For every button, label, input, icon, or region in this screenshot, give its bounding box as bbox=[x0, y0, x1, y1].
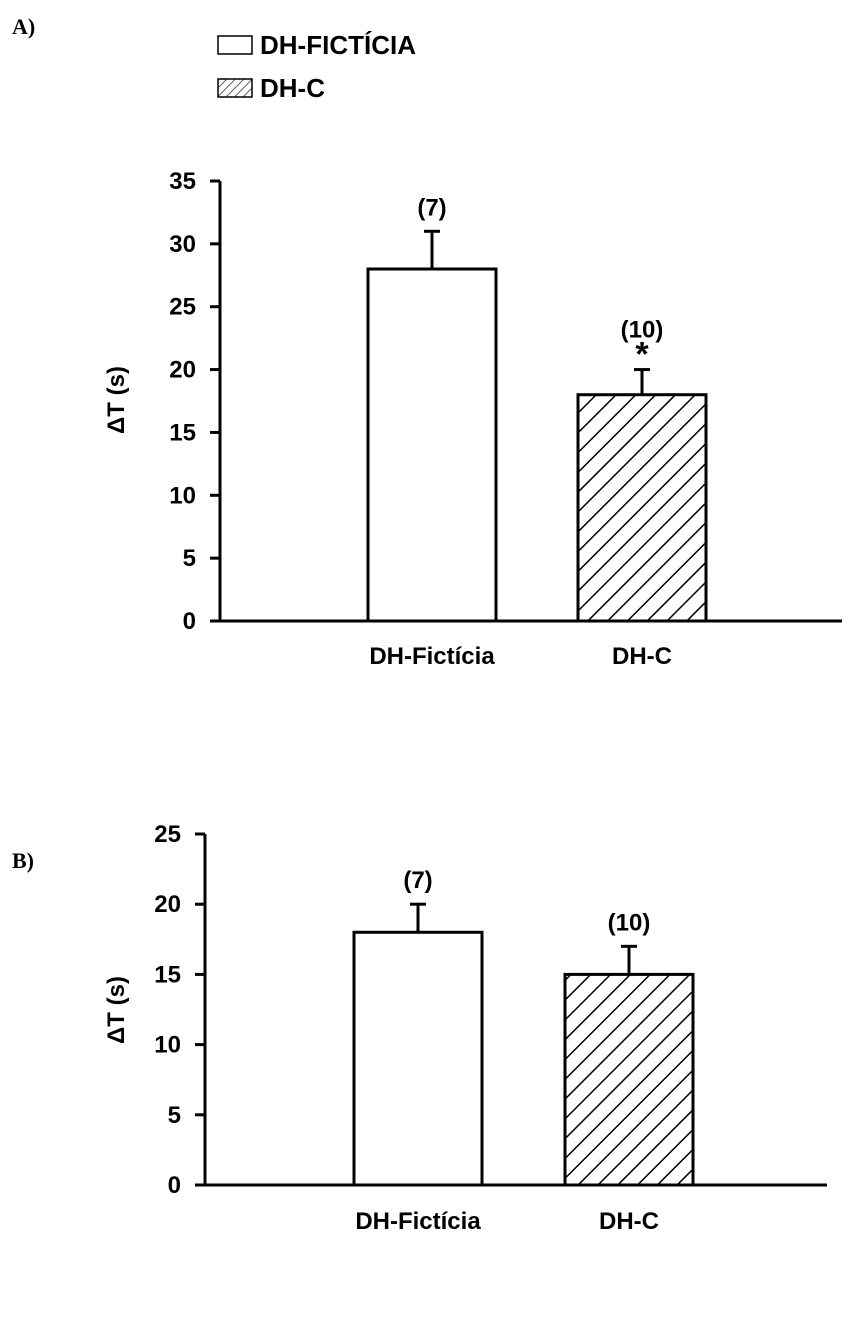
x-tick-label-2: DH-C bbox=[599, 1208, 659, 1235]
significance-mark-2: * bbox=[635, 336, 649, 374]
legend-entry-solid: DH-FICTÍCIA bbox=[217, 30, 416, 60]
y-tick-label: 10 bbox=[169, 482, 196, 509]
panel-label-b: B) bbox=[12, 848, 34, 873]
y-tick-label: 0 bbox=[183, 608, 196, 635]
n-label-1: (7) bbox=[417, 194, 446, 221]
y-tick-label: 5 bbox=[168, 1102, 181, 1129]
y-tick-label: 35 bbox=[169, 168, 196, 195]
y-tick-label: 0 bbox=[168, 1172, 181, 1199]
chart-panel-b: B) ΔT (s) (7) DH-Fictícia (10) DH-C 0 5 10 15 20… bbox=[12, 821, 827, 1235]
x-tick-label-1: DH-Fictícia bbox=[355, 1208, 481, 1235]
y-tick-label: 10 bbox=[154, 1032, 181, 1059]
y-tick-label: 15 bbox=[169, 419, 196, 446]
n-label-2: (10) bbox=[621, 317, 664, 344]
bar-1 bbox=[366, 267, 498, 623]
y-tick-label: 25 bbox=[154, 821, 181, 848]
legend-swatch-hatch bbox=[217, 78, 253, 98]
bar-2 bbox=[563, 972, 695, 1187]
x-tick-label-2: DH-C bbox=[612, 643, 672, 670]
y-tick-label: 30 bbox=[169, 231, 196, 258]
y-tick-label: 20 bbox=[154, 891, 181, 918]
bar-1 bbox=[352, 930, 484, 1187]
n-label-1: (7) bbox=[403, 867, 432, 894]
y-axis-title-b: ΔT (s) bbox=[103, 976, 130, 1044]
y-tick-label: 15 bbox=[154, 961, 181, 988]
y-tick-label: 5 bbox=[183, 545, 196, 572]
y-tick-label: 20 bbox=[169, 357, 196, 384]
n-label-2: (10) bbox=[608, 909, 651, 936]
legend-swatch-solid bbox=[217, 35, 253, 55]
y-tick-label: 25 bbox=[169, 294, 196, 321]
y-axis-title-a: ΔT (s) bbox=[103, 366, 130, 434]
legend: DH-FICTÍCIA DH-C bbox=[217, 30, 416, 103]
legend-label-hatch: DH-C bbox=[260, 73, 325, 103]
legend-label-solid: DH-FICTÍCIA bbox=[260, 30, 416, 60]
x-tick-label-1: DH-Fictícia bbox=[369, 643, 495, 670]
chart-panel-a: A) ΔT (s) (7) DH-Fictícia *(10) DH-C 0 5 10 15 2… bbox=[12, 14, 842, 670]
legend-entry-hatch: DH-C bbox=[217, 73, 325, 103]
bar-2 bbox=[576, 393, 708, 623]
panel-label-a: A) bbox=[12, 14, 35, 39]
